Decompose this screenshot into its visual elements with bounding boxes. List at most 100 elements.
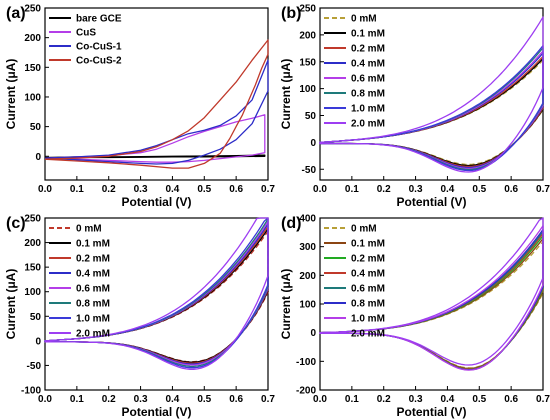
legend-label: 0.2 mM <box>351 254 385 265</box>
x-tick-label: 0.0 <box>38 394 52 405</box>
y-tick-label: 50 <box>30 122 42 133</box>
legend-label: 0.4 mM <box>351 269 385 280</box>
x-tick-label: 0.6 <box>229 394 243 405</box>
legend-label: 0.1 mM <box>76 239 110 250</box>
y-tick-label: 100 <box>24 92 41 103</box>
panel-label: (a) <box>6 5 26 22</box>
y-tick-label: 150 <box>299 57 316 68</box>
panel-d: 0.0 0.1 0.2 0.3 0.4 0.5 0.6 0.7 -200 -100 0 100 200 3… <box>275 210 550 420</box>
panel-c: 0.0 0.1 0.2 0.3 0.4 0.5 0.6 0.7 -100 -50 0 50 100 150… <box>0 210 275 420</box>
x-tick-label: 0.6 <box>504 184 518 195</box>
x-tick-label: 0.2 <box>102 184 116 195</box>
y-tick-label: 400 <box>299 214 316 225</box>
y-tick-label: 100 <box>24 287 41 298</box>
x-axis-label: Potential (V) <box>121 195 191 209</box>
x-tick-label: 0.5 <box>197 184 211 195</box>
legend-label: 1.0 mM <box>351 104 385 115</box>
legend-label: 0.8 mM <box>351 299 385 310</box>
y-axis-label: Current (μA) <box>279 269 293 340</box>
legend-label: 0.4 mM <box>351 59 385 70</box>
legend-label: 0 mM <box>76 224 102 235</box>
y-tick-label: 100 <box>299 84 316 95</box>
x-axis-label: Potential (V) <box>121 405 191 419</box>
x-tick-label: 0.4 <box>440 394 454 405</box>
series-line-co-cus-1 <box>44 59 269 165</box>
x-tick-label: 0.2 <box>102 394 116 405</box>
legend-label: 0.4 mM <box>76 269 110 280</box>
y-tick-label: 0 <box>35 152 41 163</box>
y-tick-label: 50 <box>305 111 317 122</box>
y-tick-label: 300 <box>299 242 316 253</box>
legend-label: CuS <box>76 28 96 39</box>
y-axis-label: Current (μA) <box>4 269 18 340</box>
y-tick-label: 250 <box>24 4 41 15</box>
chart-svg: 0.0 0.1 0.2 0.3 0.4 0.5 0.6 0.7 -100 -50 0 50 100 150… <box>4 214 275 420</box>
legend-label: bare GCE <box>76 14 122 25</box>
legend-label: 0 mM <box>351 224 377 235</box>
y-tick-label: 250 <box>24 214 41 225</box>
x-tick-label: 0.6 <box>504 394 518 405</box>
x-tick-label: 0.3 <box>134 394 148 405</box>
x-tick-label: 0.2 <box>377 184 391 195</box>
x-tick-label: 0.0 <box>38 184 52 195</box>
x-tick-label: 0.7 <box>261 184 275 195</box>
legend-label: 0.6 mM <box>76 284 110 295</box>
legend-label: 0.2 mM <box>351 44 385 55</box>
x-tick-label: 0.7 <box>536 184 550 195</box>
y-tick-label: 200 <box>24 33 41 44</box>
y-tick-label: 150 <box>24 263 41 274</box>
x-tick-label: 0.0 <box>313 184 327 195</box>
legend-label: 0.2 mM <box>76 254 110 265</box>
x-tick-label: 0.2 <box>377 394 391 405</box>
panel-b: 0.0 0.1 0.2 0.3 0.4 0.5 0.6 0.7 -50 0 50 100 150 200 2… <box>275 0 550 210</box>
x-tick-label: 0.5 <box>472 184 486 195</box>
series-line-2-0-mm <box>319 217 544 366</box>
series-line-bare-gce <box>44 154 266 159</box>
y-axis-label: Current (μA) <box>4 59 18 130</box>
legend-label: 0.8 mM <box>351 89 385 100</box>
legend-label: 0.1 mM <box>351 29 385 40</box>
y-tick-label: 50 <box>30 312 42 323</box>
x-tick-label: 0.0 <box>313 394 327 405</box>
y-tick-label: -50 <box>302 165 317 176</box>
legend-label: 0 mM <box>351 14 377 25</box>
panel-label: (d) <box>281 215 301 232</box>
y-tick-label: 200 <box>299 271 316 282</box>
y-tick-label: -100 <box>21 386 41 397</box>
panel-label: (c) <box>6 215 26 232</box>
legend-label: 0.8 mM <box>76 299 110 310</box>
x-tick-label: 0.7 <box>536 394 550 405</box>
legend-label: Co-CuS-1 <box>76 42 122 53</box>
x-tick-label: 0.4 <box>165 184 179 195</box>
legend-label: 0.1 mM <box>351 239 385 250</box>
panel-label: (b) <box>281 5 301 22</box>
legend-label: 2.0 mM <box>351 119 385 130</box>
y-tick-label: 250 <box>299 4 316 15</box>
legend-label: 1.0 mM <box>351 314 385 325</box>
x-tick-label: 0.3 <box>134 184 148 195</box>
series-line-co-cus-2 <box>44 39 269 169</box>
x-tick-label: 0.1 <box>345 184 359 195</box>
x-tick-label: 0.7 <box>261 394 275 405</box>
x-tick-label: 0.5 <box>472 394 486 405</box>
x-tick-label: 0.6 <box>229 184 243 195</box>
y-tick-label: -50 <box>27 361 42 372</box>
chart-svg: 0.0 0.1 0.2 0.3 0.4 0.5 0.6 0.7 -50 0 50 100 150 200 2… <box>279 4 550 210</box>
x-tick-label: 0.4 <box>165 394 179 405</box>
series-line-cus <box>44 114 266 163</box>
x-axis-label: Potential (V) <box>396 195 466 209</box>
legend-label: 2.0 mM <box>76 329 110 340</box>
y-tick-label: 150 <box>24 63 41 74</box>
x-tick-label: 0.1 <box>70 184 84 195</box>
legend-label: 0.6 mM <box>351 284 385 295</box>
chart-svg: 0.0 0.1 0.2 0.3 0.4 0.5 0.6 0.7 -200 -100 0 100 200 3… <box>279 214 550 420</box>
y-tick-label: 200 <box>299 30 316 41</box>
series-line-2-0-mm <box>44 217 269 370</box>
legend-label: 1.0 mM <box>76 314 110 325</box>
plot-frame <box>44 217 269 391</box>
y-axis-label: Current (μA) <box>279 59 293 130</box>
y-tick-label: 0 <box>310 328 316 339</box>
chart-svg: 0.0 0.1 0.2 0.3 0.4 0.5 0.6 0.7 0 50 100 150 200 250 P… <box>4 4 275 210</box>
series-line-2-0-mm <box>319 16 544 173</box>
